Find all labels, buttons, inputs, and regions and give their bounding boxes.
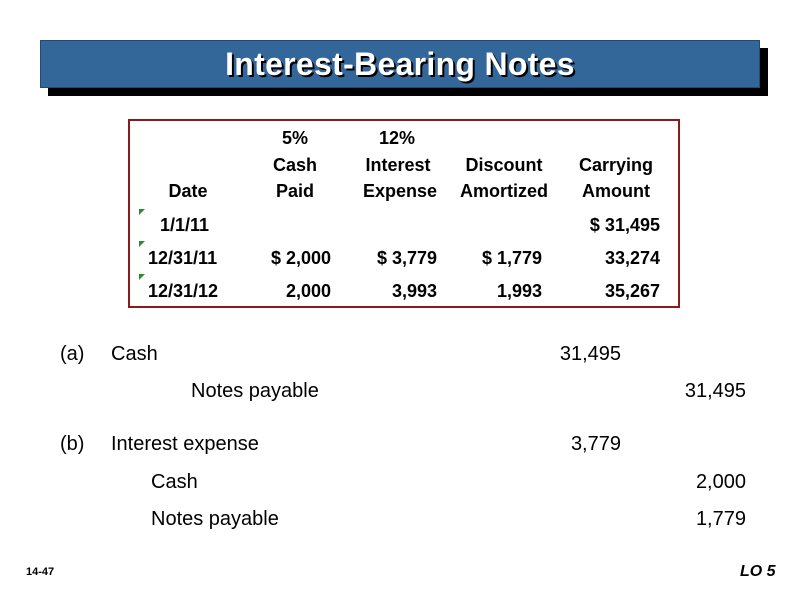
entry-a-label: (a) xyxy=(60,343,85,365)
cell-flag-icon xyxy=(139,274,145,280)
header-cash-label: Cash xyxy=(272,155,318,175)
entry-a-credit-amount: 31,495 xyxy=(684,380,746,402)
row-date: 1/1/11 xyxy=(160,215,210,235)
entry-b-credit2-amount: 1,779 xyxy=(695,508,746,530)
header-cash-paid-rate: 5% xyxy=(281,128,309,148)
header-paid-label: Paid xyxy=(275,181,315,201)
header-amortized-label: Amortized xyxy=(459,181,549,201)
entry-a-debit-amount: 31,495 xyxy=(559,343,621,365)
entry-b-credit1-account: Cash xyxy=(151,471,198,493)
entry-b-credit1-amount: 2,000 xyxy=(695,471,746,493)
entry-b-debit-account: Interest expense xyxy=(111,433,259,455)
header-date: Date xyxy=(168,181,208,201)
header-expense-label: Expense xyxy=(362,181,438,201)
cell-flag-icon xyxy=(139,241,145,247)
header-interest-rate: 12% xyxy=(378,128,416,148)
row-date: 12/31/11 xyxy=(148,248,218,268)
row-discount-amortized: $ 1,779 xyxy=(481,248,542,268)
learning-objective: LO 5 xyxy=(740,563,776,580)
header-interest-label: Interest xyxy=(365,155,431,175)
cell-flag-icon xyxy=(139,209,145,215)
row-carrying-amount: $ 31,495 xyxy=(589,215,660,235)
header-discount-label: Discount xyxy=(465,155,543,175)
entry-a-credit-account: Notes payable xyxy=(191,380,319,402)
page-title: Interest-Bearing Notes xyxy=(225,45,575,82)
entry-b-debit-amount: 3,779 xyxy=(570,433,621,455)
row-interest-expense: 3,993 xyxy=(391,281,437,301)
entry-b-label: (b) xyxy=(60,433,85,455)
row-cash-paid: 2,000 xyxy=(285,281,331,301)
row-carrying-amount: 35,267 xyxy=(604,281,660,301)
row-carrying-amount: 33,274 xyxy=(604,248,660,268)
row-discount-amortized: 1,993 xyxy=(496,281,542,301)
row-interest-expense: $ 3,779 xyxy=(376,248,437,268)
row-date: 12/31/12 xyxy=(148,281,219,301)
title-bar: Interest-Bearing Notes xyxy=(40,40,760,88)
entry-a-debit-account: Cash xyxy=(111,343,158,365)
amortization-table: 5% 12% Cash Interest Discount Carrying D… xyxy=(128,119,680,308)
entry-b-credit2-account: Notes payable xyxy=(151,508,279,530)
slide-number: 14-47 xyxy=(26,566,55,578)
header-carrying-label: Carrying xyxy=(578,155,654,175)
header-amount-label: Amount xyxy=(582,181,650,201)
row-cash-paid: $ 2,000 xyxy=(270,248,331,268)
